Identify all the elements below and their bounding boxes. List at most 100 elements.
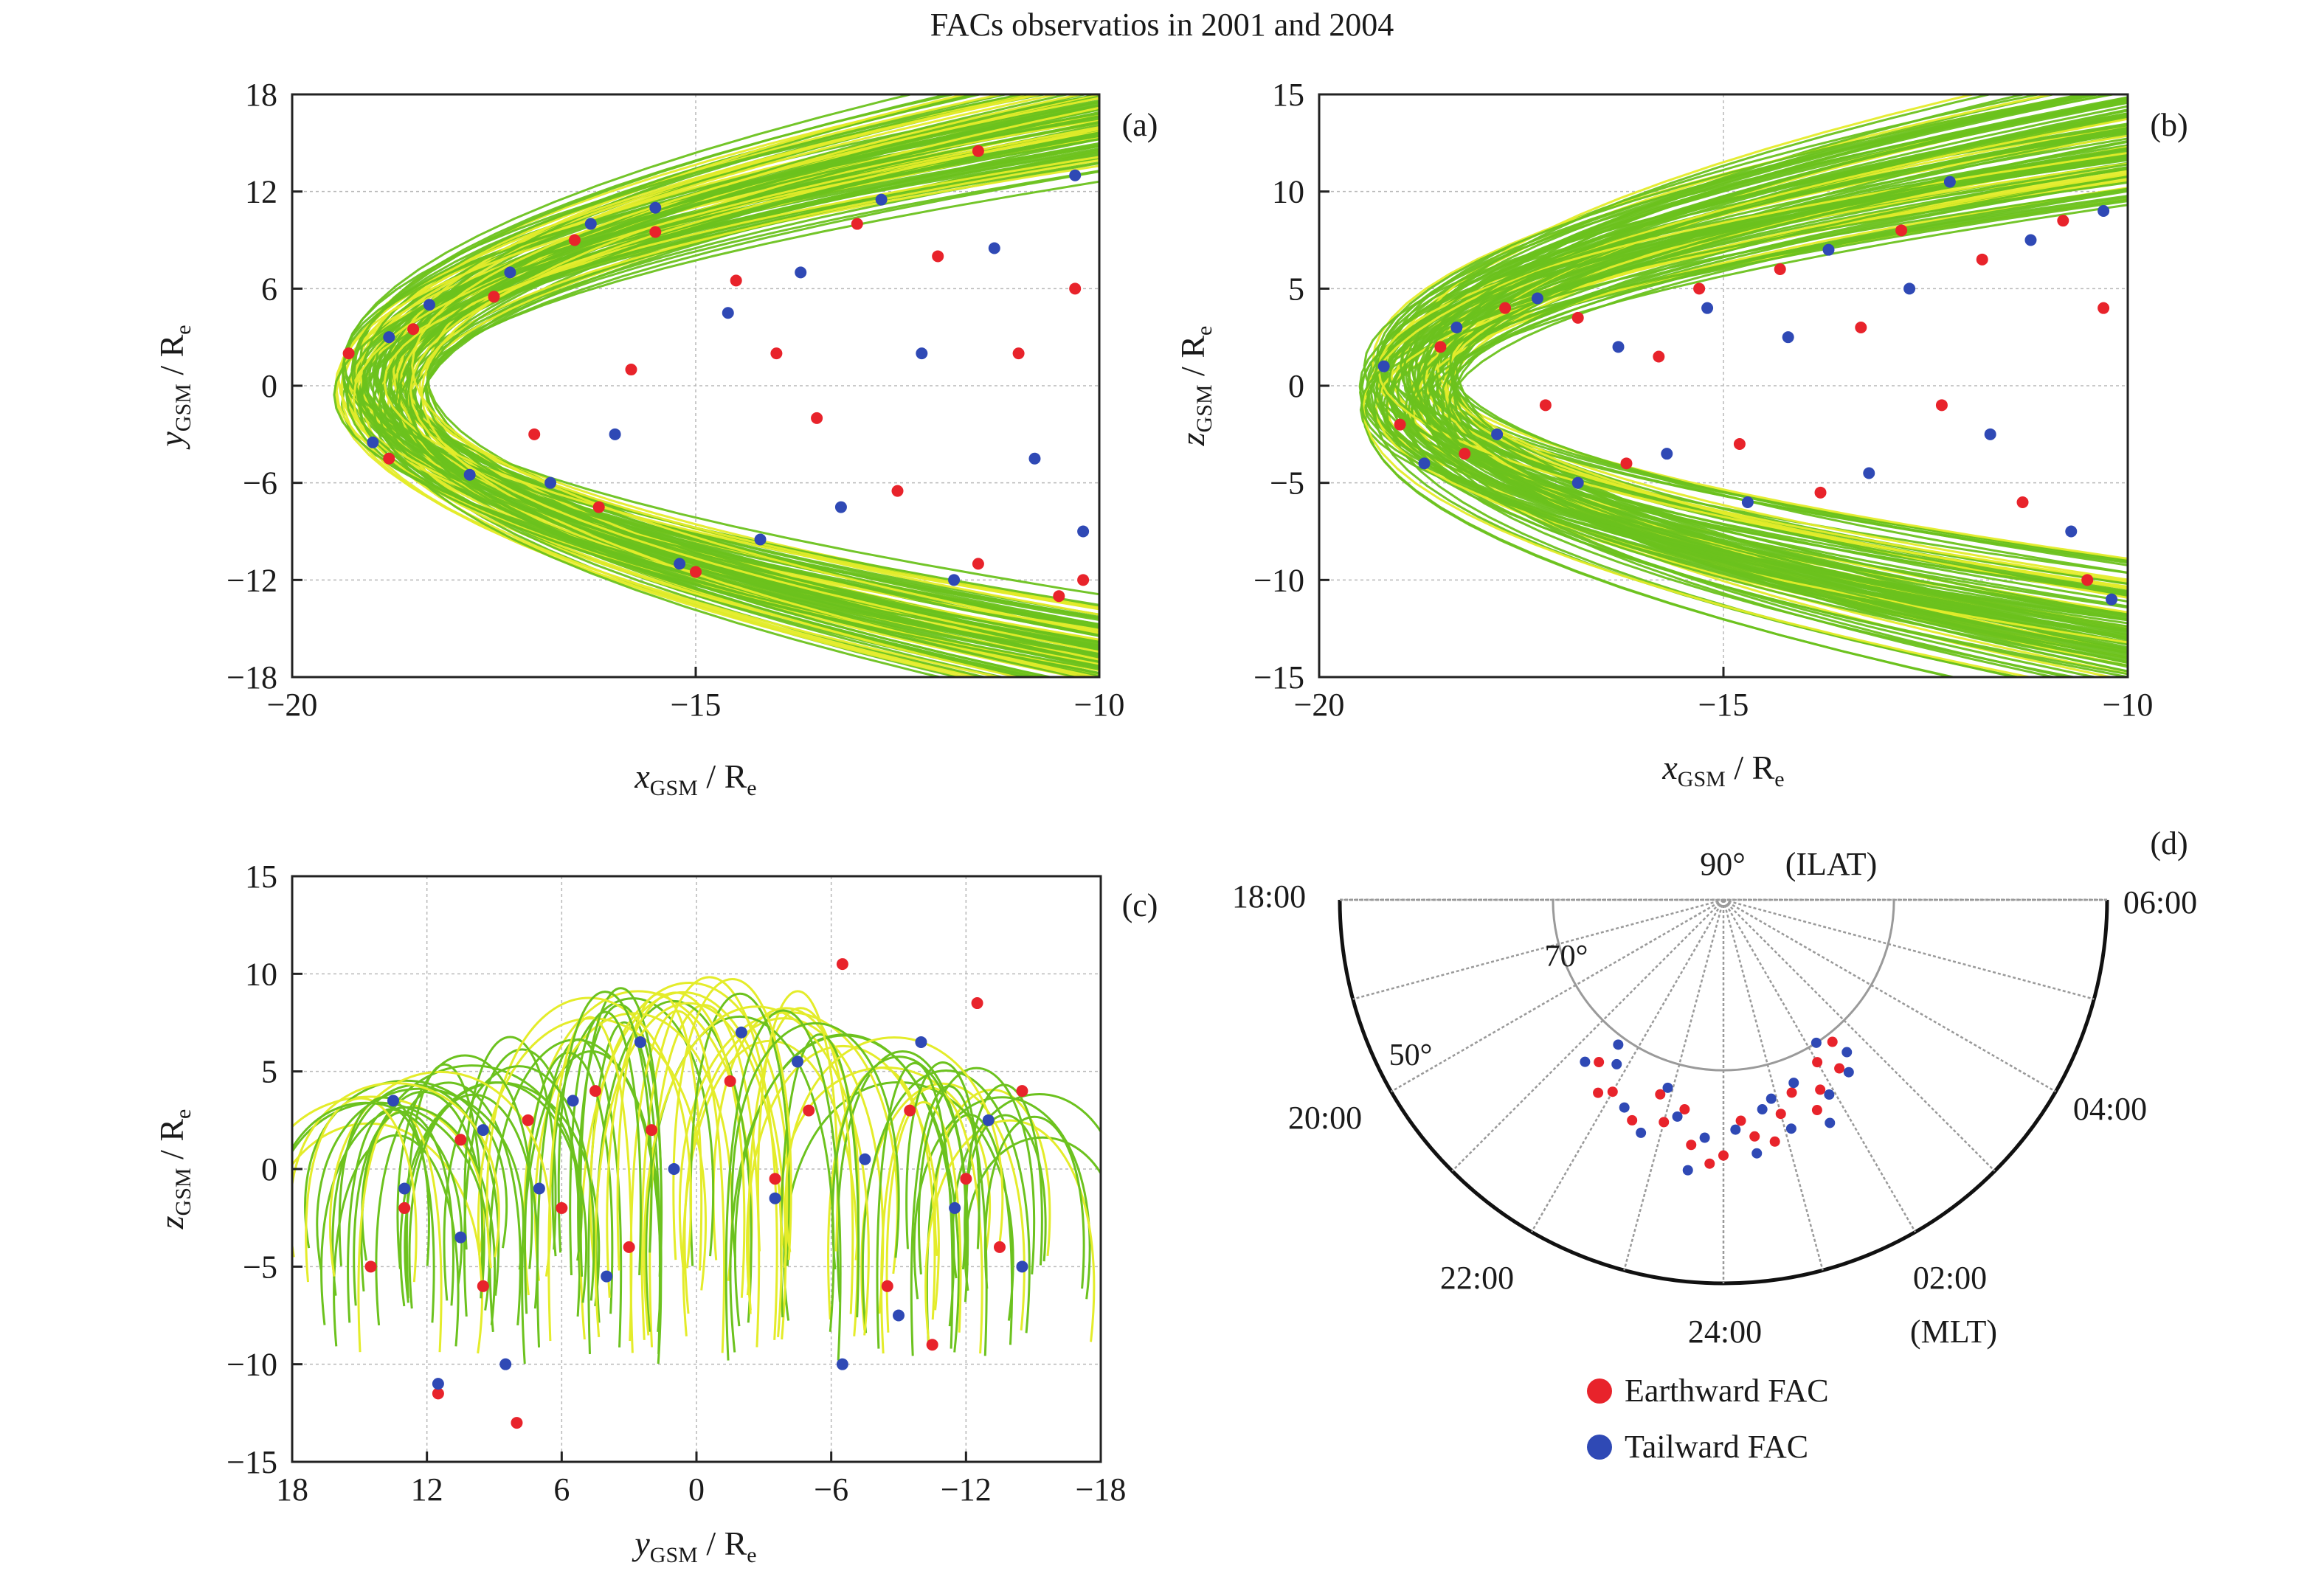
orbit-track: [292, 1095, 485, 1256]
figure-title: FACs observatios in 2001 and 2004: [930, 7, 1394, 43]
data-point: [1733, 438, 1746, 450]
data-point: [1659, 1117, 1670, 1128]
data-point: [769, 1192, 781, 1204]
orbit-track: [404, 1081, 588, 1303]
orbit-track: [347, 94, 1062, 677]
panel-b-points: [1377, 176, 2118, 606]
orbit-track: [1448, 176, 2128, 620]
orbit-track: [424, 131, 1099, 651]
polar-lat70-label: 70°: [1545, 940, 1588, 974]
data-point: [477, 1280, 489, 1292]
orbit-track: [421, 106, 1099, 677]
data-point: [398, 1201, 411, 1214]
data-point: [1943, 176, 1956, 188]
data-point: [795, 266, 807, 279]
orbit-track: [316, 1087, 525, 1270]
tick-label-y: 0: [1288, 368, 1304, 404]
data-point: [499, 1358, 512, 1370]
orbit-track: [924, 1119, 1096, 1342]
data-point: [1741, 496, 1754, 508]
data-point: [528, 428, 541, 440]
orbit-track: [594, 1002, 783, 1337]
mlt-2000-label: 20:00: [1288, 1100, 1362, 1136]
data-point: [811, 412, 823, 424]
orbit-track: [746, 1045, 940, 1311]
orbit-track: [387, 134, 1099, 643]
panel-a-ylabel: yGSM / Re: [153, 325, 196, 449]
data-point: [533, 1182, 545, 1195]
orbit-track: [569, 1010, 642, 1275]
tick-label-x: −6: [814, 1471, 848, 1508]
panel-a-xlabel: xGSM / Re: [634, 757, 756, 800]
data-point: [1782, 331, 1794, 344]
polar-mlt-spoke: [1723, 898, 2056, 1093]
data-point: [1613, 1039, 1624, 1050]
panel-b-label: (b): [2150, 107, 2188, 143]
data-point: [1822, 243, 1835, 256]
polar-lat50-label: 50°: [1389, 1038, 1433, 1072]
data-point: [1499, 302, 1512, 314]
data-point: [1028, 452, 1041, 465]
tick-label-x: −10: [1074, 687, 1125, 723]
orbit-track: [579, 987, 663, 1277]
data-point: [881, 1280, 893, 1292]
data-point: [383, 331, 395, 344]
polar-lat70-circle: [1552, 899, 1895, 1071]
data-point: [1976, 253, 1988, 266]
tick-label-x: 12: [411, 1471, 443, 1508]
data-point: [690, 566, 702, 578]
orbit-track: [443, 1065, 595, 1301]
data-point: [1394, 418, 1406, 431]
data-point: [504, 266, 516, 279]
orbit-track: [724, 1009, 842, 1361]
panel-d-grid: [1338, 898, 2109, 1286]
data-point: [1855, 322, 1867, 333]
data-point: [342, 347, 355, 360]
data-point: [1571, 476, 1584, 489]
data-point: [722, 307, 734, 319]
orbit-track: [606, 991, 746, 1298]
data-point: [859, 1153, 871, 1165]
data-point: [960, 1173, 972, 1185]
data-point: [1984, 428, 1996, 440]
data-point: [792, 1055, 803, 1068]
panel-a-ticks: −20 −15 −10 18 12 6 0 −6 −12 −18: [226, 77, 1124, 723]
panel-c-orbits: [292, 976, 1101, 1364]
data-point: [1662, 1082, 1673, 1093]
data-point: [1774, 263, 1786, 275]
data-point: [398, 1182, 411, 1195]
tick-label-y: −10: [1253, 562, 1304, 598]
data-point: [1788, 1078, 1799, 1089]
data-point: [567, 1095, 579, 1107]
orbit-track: [1377, 151, 2128, 588]
data-point: [754, 533, 767, 546]
tick-label-y: 0: [261, 1151, 277, 1187]
data-point: [1653, 350, 1665, 363]
orbit-track: [345, 115, 1099, 675]
orbit-track: [780, 1033, 860, 1318]
data-point: [926, 1339, 938, 1351]
data-point: [1434, 341, 1447, 353]
tick-label-x: 0: [688, 1471, 705, 1508]
data-point: [589, 1085, 601, 1097]
orbit-track: [333, 138, 1099, 652]
tick-label-y: 0: [261, 368, 277, 404]
data-point: [2024, 234, 2037, 246]
orbit-track: [305, 1097, 418, 1283]
panel-a-orbits: [333, 94, 1099, 677]
data-point: [522, 1114, 534, 1126]
mlt-1800-label: 18:00: [1232, 878, 1306, 915]
data-point: [1775, 1109, 1786, 1120]
data-point: [568, 234, 581, 246]
data-point: [2081, 574, 2094, 586]
data-point: [1077, 574, 1090, 586]
data-point: [724, 1075, 736, 1087]
data-point: [1672, 1111, 1683, 1122]
legend: Earthward FAC Tailward FAC: [1587, 1373, 1829, 1465]
tick-label-y: 6: [261, 271, 277, 307]
mlt-0600-label: 06:00: [2123, 884, 2197, 920]
data-point: [1843, 1067, 1854, 1078]
data-point: [803, 1104, 815, 1117]
orbit-track: [329, 1070, 552, 1277]
data-point: [875, 193, 888, 206]
